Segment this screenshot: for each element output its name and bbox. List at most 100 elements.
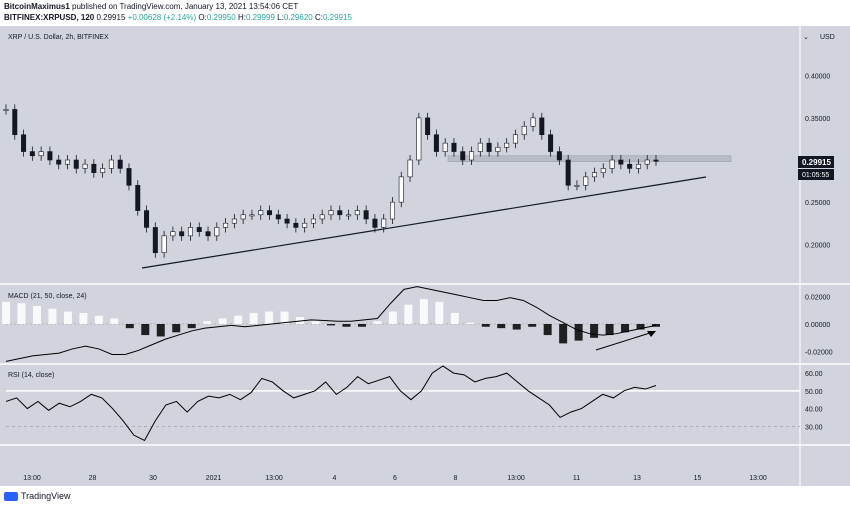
rsi-axis-tick: 40.00 <box>805 407 823 414</box>
candle <box>618 159 624 165</box>
macd-histogram-bar <box>48 308 57 324</box>
candle <box>574 184 580 187</box>
rsi-title: RSI (14, close) <box>8 372 54 379</box>
candle <box>469 151 475 161</box>
chart-canvas[interactable]: XRP / U.S. Dollar, 2h, BITFINEX USD ⌄ MA… <box>0 26 850 506</box>
time-axis-tick: 13:00 <box>265 475 283 482</box>
macd-axis-tick: 0.02000 <box>805 294 830 301</box>
time-axis-tick: 11 <box>573 475 580 482</box>
candle <box>56 159 62 165</box>
macd-histogram-bar <box>342 324 351 327</box>
candle <box>310 218 316 224</box>
candle <box>100 168 106 173</box>
candle <box>293 222 299 228</box>
symbol-line: BITFINEX:XRPUSD, 120 0.29915 +0.00628 (+… <box>4 13 352 22</box>
macd-histogram-bar <box>435 301 444 324</box>
candle <box>512 134 518 144</box>
macd-histogram-bar <box>327 324 335 326</box>
candle <box>38 151 44 157</box>
price-panel <box>3 104 732 269</box>
macd-panel <box>2 286 660 362</box>
candle <box>539 117 545 136</box>
candle <box>346 214 352 217</box>
time-axis-tick: 8 <box>454 475 458 482</box>
macd-histogram-bar <box>590 324 599 338</box>
candle <box>126 168 132 186</box>
currency-label: USD <box>820 34 835 41</box>
candle <box>328 210 334 216</box>
macd-histogram-bar <box>265 311 274 324</box>
candle <box>381 218 387 228</box>
macd-histogram-bar <box>125 324 134 329</box>
high-label: H: <box>237 13 246 22</box>
last-price-tag-text: 0.29915 <box>802 158 831 167</box>
rsi-line <box>5 365 657 442</box>
countdown-tag-text: 01:05:55 <box>802 172 829 179</box>
macd-histogram-bar <box>605 324 614 336</box>
high-value: 0.29999 <box>245 13 275 22</box>
candle <box>161 235 167 254</box>
macd-axis-tick: -0.02000 <box>805 350 833 357</box>
macd-histogram-bar <box>512 324 521 330</box>
time-axis-tick: 13 <box>633 475 641 482</box>
candle <box>231 218 237 224</box>
candle <box>187 227 193 237</box>
price-change: +0.00628 (+2.14%) <box>127 13 197 22</box>
candle <box>152 227 158 254</box>
candle <box>258 210 264 216</box>
time-axis-tick: 13:00 <box>749 475 767 482</box>
time-axis-tick: 15 <box>694 475 702 482</box>
candle <box>398 176 404 203</box>
axis-settings-icon[interactable]: ⌄ <box>803 34 809 41</box>
candle <box>284 218 290 224</box>
macd-axis-tick: 0.00000 <box>805 322 830 329</box>
candle <box>117 159 123 169</box>
candle <box>565 159 571 186</box>
time-axis-tick: 13:00 <box>23 475 41 482</box>
author-name[interactable]: BitcoinMaximus1 <box>4 2 70 11</box>
macd-line <box>5 286 657 362</box>
open-value: 0.29950 <box>206 13 236 22</box>
macd-histogram-bar <box>466 322 475 324</box>
candle <box>267 210 273 216</box>
candle <box>214 227 220 237</box>
candle <box>354 210 360 216</box>
candle <box>389 201 395 220</box>
candle <box>91 163 97 173</box>
time-axis-tick: 6 <box>393 475 397 482</box>
symbol-name: BITFINEX:XRPUSD, 120 <box>4 13 95 22</box>
candle <box>416 117 422 161</box>
candle <box>135 184 141 211</box>
candle <box>240 214 246 220</box>
candle <box>372 218 378 228</box>
footer-brand[interactable]: TradingView <box>4 489 71 503</box>
candle <box>205 231 211 237</box>
price-axis-tick: 0.35000 <box>805 116 830 123</box>
price-axis-tick: 0.25000 <box>805 200 830 207</box>
candle <box>451 142 457 152</box>
low-label: L: <box>277 13 284 22</box>
price-axis-tick: 0.20000 <box>805 242 830 249</box>
time-axis-tick: 13:00 <box>507 475 525 482</box>
candle <box>644 159 650 165</box>
candle <box>21 134 27 152</box>
macd-histogram-bar <box>79 312 88 324</box>
candle <box>442 142 448 152</box>
macd-histogram-bar <box>419 299 428 324</box>
published-info: published on TradingView.com, January 13… <box>69 2 299 11</box>
macd-histogram-bar <box>32 306 41 324</box>
candle <box>609 159 615 169</box>
candle <box>627 163 633 169</box>
candle <box>460 151 466 161</box>
candle <box>29 151 35 157</box>
macd-histogram-bar <box>450 312 459 324</box>
macd-histogram-bar <box>481 324 490 327</box>
candle <box>504 142 510 148</box>
publisher-line: BitcoinMaximus1 published on TradingView… <box>4 2 298 11</box>
candle <box>592 172 598 178</box>
low-value: 0.29620 <box>283 13 313 22</box>
macd-title: MACD (21, 50, close, 24) <box>8 293 87 300</box>
tradingview-logo-icon <box>4 491 18 501</box>
arrow-head-icon <box>647 331 656 337</box>
resistance-zone <box>447 155 732 162</box>
